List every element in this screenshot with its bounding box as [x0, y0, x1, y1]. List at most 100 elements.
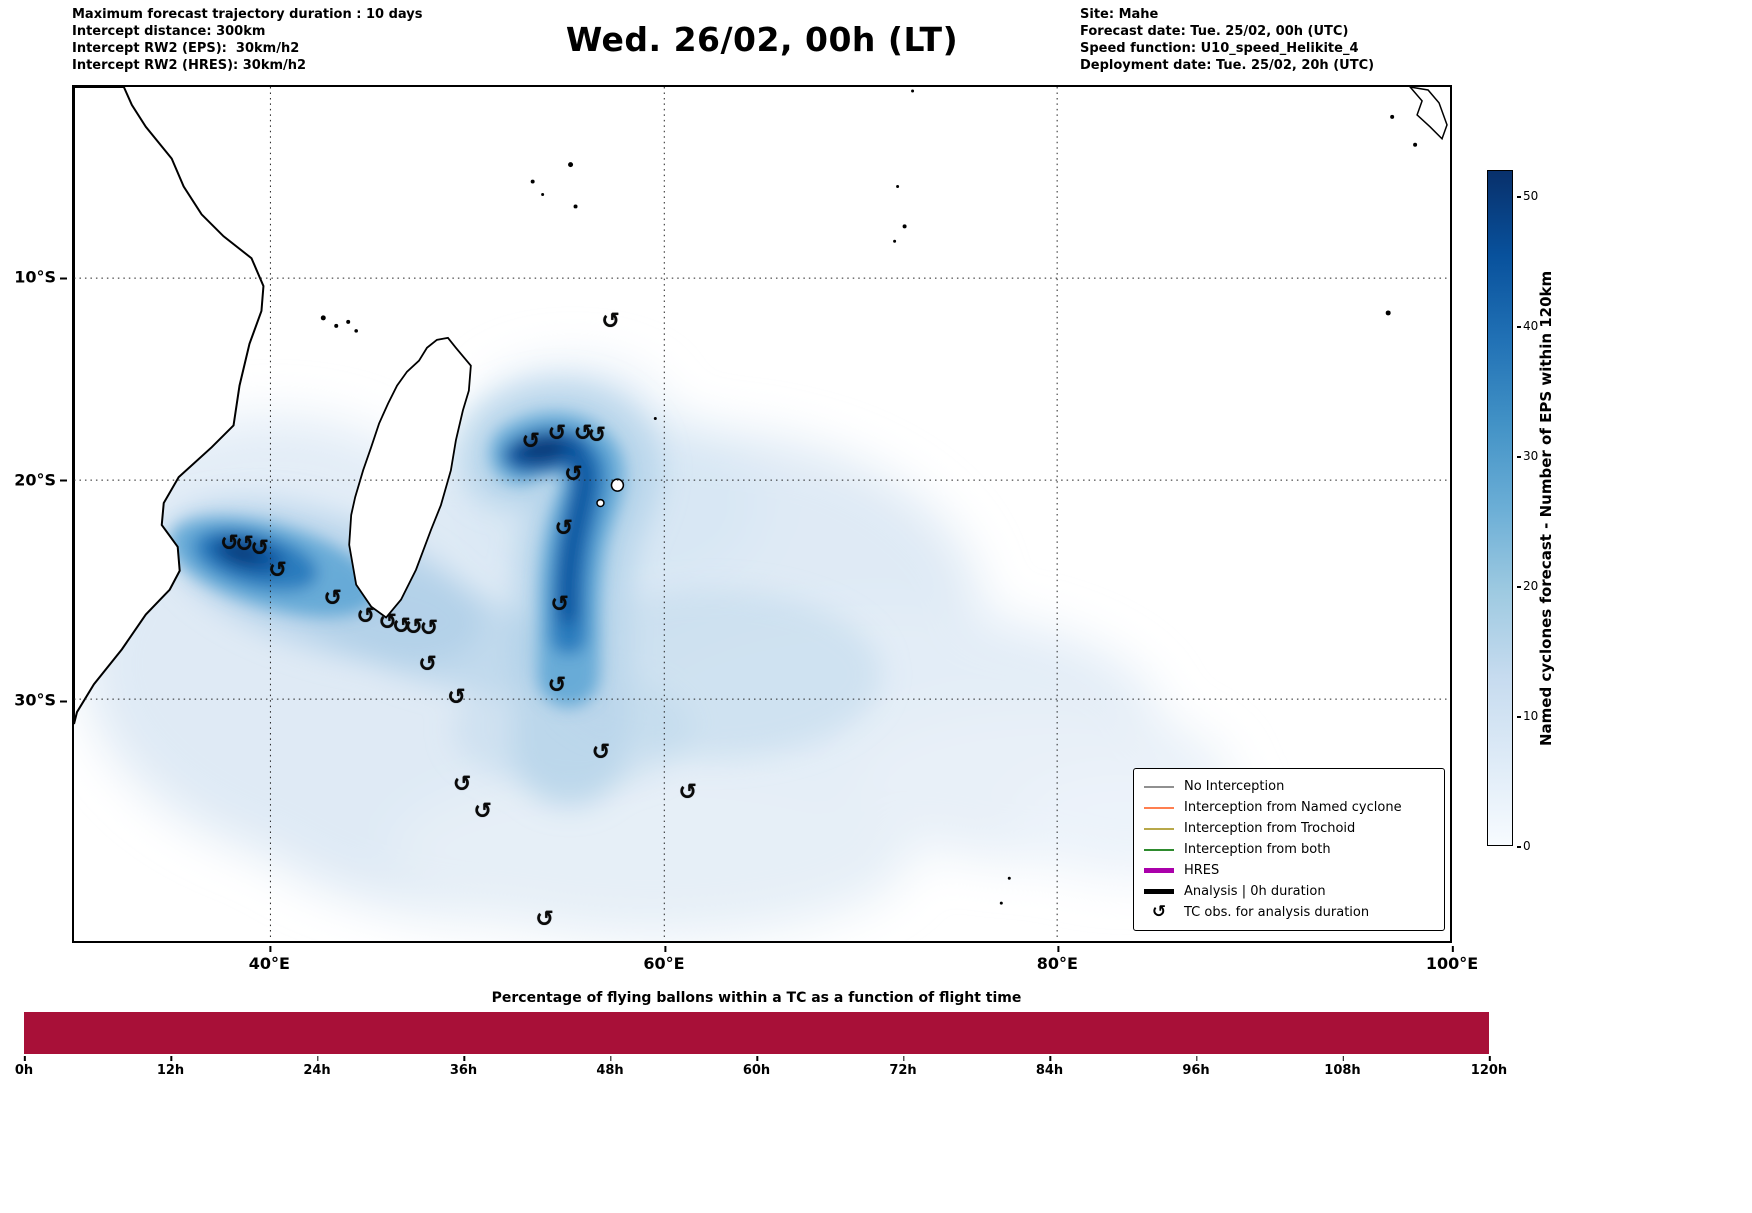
forecast-settings-block: Maximum forecast trajectory duration : 1…: [72, 6, 423, 74]
flight-time-tick: 120h: [1470, 1056, 1508, 1078]
sumatra-tip: [1409, 87, 1448, 141]
colorbar-tick: 50: [1516, 189, 1539, 203]
tc-symbol-icon: ↺: [1151, 902, 1167, 922]
tc-observation-icon: ↺: [235, 532, 254, 558]
gridlines: [74, 87, 1450, 941]
tc-observation-icon: ↺: [521, 429, 541, 455]
site-info-line: Speed function: U10_speed_Helikite_4: [1080, 41, 1359, 56]
legend-label: No Interception: [1184, 779, 1285, 794]
tc-observation-icon: ↺: [447, 685, 466, 711]
lat-tick-label: 20°S: [14, 470, 67, 490]
flight-chart-bar: [24, 1012, 1489, 1054]
flight-time-tick: 96h: [1182, 1056, 1210, 1078]
flight-time-tick: 60h: [742, 1056, 771, 1078]
longitude-axis: 40°E 60°E 80°E 100°E: [72, 946, 1478, 974]
site-info-line: Deployment date: Tue. 25/02, 20h (UTC): [1080, 58, 1375, 73]
madagascar-coastline: [348, 336, 472, 619]
tc-observation-icon: ↺: [473, 798, 492, 824]
legend-row: Analysis | 0h duration: [1144, 881, 1434, 902]
tc-observation-icon: ↺: [392, 613, 411, 639]
legend-line-sample: [1144, 889, 1174, 894]
legend-label: Interception from Named cyclone: [1184, 800, 1402, 815]
map-panel: ↺ ↺ ↺ ↺ ↺ ↺ ↺ ↺ ↺ ↺ ↺ ↺ ↺ ↺ ↺ ↺ ↺ ↺ ↺ ↺ ↺ ↺ ↺ ↺ ↺ ↺ No Intercepti…: [72, 85, 1452, 943]
forecast-setting-line: Intercept distance: 300km: [72, 24, 266, 39]
colorbar-label: Named cyclones forecast - Number of EPS …: [1537, 270, 1555, 746]
flight-chart-title: Percentage of flying ballons within a TC…: [491, 990, 1022, 1006]
legend-rows: No Interception Interception from Named c…: [1144, 776, 1434, 923]
tc-observation-icon: ↺: [404, 615, 424, 641]
tc-observation-icon: ↺: [547, 420, 567, 446]
latitude-axis: 10°S 20°S 30°S: [0, 85, 68, 943]
flight-time-tick: 48h: [596, 1056, 624, 1078]
colorbar: [1487, 170, 1513, 846]
colorbar-tick: 10: [1516, 709, 1539, 723]
legend-label: Interception from Trochoid: [1184, 821, 1356, 836]
lon-tick-label: 80°E: [1036, 946, 1078, 973]
site-info-block: Site: Mahe Forecast date: Tue. 25/02, 00h…: [1080, 6, 1374, 74]
tc-observation-icon: ↺: [587, 423, 607, 449]
tc-observation-icon: ↺: [268, 557, 287, 583]
small-islands: [320, 89, 1418, 905]
tc-observation-icon: ↺: [601, 308, 620, 334]
legend-row: Interception from Named cyclone: [1144, 797, 1434, 818]
legend-line-sample: [1144, 827, 1174, 830]
legend-row: Interception from both: [1144, 839, 1434, 860]
tc-observation-icon: ↺: [678, 780, 697, 806]
lon-tick-label: 100°E: [1425, 946, 1479, 973]
tc-markers-layer: ↺ ↺ ↺ ↺ ↺ ↺ ↺ ↺ ↺ ↺ ↺ ↺ ↺ ↺ ↺ ↺ ↺ ↺ ↺ ↺ ↺ ↺ ↺ ↺ ↺ ↺: [74, 87, 1450, 941]
colorbar-tick: 40: [1516, 319, 1539, 333]
site-info-line: Forecast date: Tue. 25/02, 00h (UTC): [1080, 24, 1349, 39]
forecast-setting-line: Intercept RW2 (EPS): 30km/h2: [72, 41, 300, 56]
flight-time-tick: 24h: [303, 1056, 331, 1078]
legend-label: Analysis | 0h duration: [1184, 884, 1326, 899]
tc-observation-icon: ↺: [323, 586, 342, 612]
tc-observation-icon: ↺: [547, 673, 567, 699]
lon-tick-label: 40°E: [248, 946, 290, 973]
tc-observation-icon: ↺: [356, 604, 375, 630]
colorbar-tick-labels: 0 10 20 30 40 50: [1516, 170, 1552, 853]
island-reunion: [596, 498, 605, 508]
legend-line-sample: [1144, 806, 1174, 809]
colorbar-tick: 20: [1516, 579, 1539, 593]
flight-time-tick: 36h: [449, 1056, 478, 1078]
tc-observation-icon: ↺: [378, 610, 397, 636]
legend-line-sample: [1144, 785, 1174, 788]
flight-chart-track: [24, 1012, 1489, 1054]
legend-label: HRES: [1184, 863, 1220, 878]
tc-observation-icon: ↺: [554, 516, 574, 542]
tc-observation-icon: ↺: [573, 421, 593, 447]
legend-line-sample: [1144, 848, 1174, 851]
site-info-line: Site: Mahe: [1080, 7, 1159, 22]
lat-tick-label: 30°S: [14, 690, 67, 710]
legend-row: ↺ TC obs. for analysis duration: [1144, 902, 1434, 923]
flight-time-tick: 84h: [1035, 1056, 1064, 1078]
figure-title: Wed. 26/02, 00h (LT): [565, 20, 959, 59]
flight-time-tick: 72h: [889, 1056, 917, 1078]
tc-observation-icon: ↺: [419, 616, 439, 642]
legend-row: Interception from Trochoid: [1144, 818, 1434, 839]
forecast-setting-line: Maximum forecast trajectory duration : 1…: [72, 7, 423, 22]
tc-observation-icon: ↺: [535, 906, 554, 932]
coastlines: [74, 87, 1448, 905]
tc-observation-icon: ↺: [418, 651, 437, 677]
lon-tick-label: 60°E: [643, 946, 685, 973]
island-mauritius: [610, 478, 625, 492]
tc-observation-icon: ↺: [550, 592, 569, 618]
density-field-dark: [169, 412, 625, 708]
map-legend: No Interception Interception from Named c…: [1133, 768, 1445, 931]
flight-chart-axis: 0h 12h 24h 36h 48h 60h 72h 84h 96h 108h 120h: [15, 1056, 1507, 1084]
tc-observation-icon: ↺: [564, 461, 583, 487]
tc-observation-icon: ↺: [220, 530, 239, 556]
colorbar-tick: 0: [1517, 839, 1531, 853]
tc-observation-icon: ↺: [452, 771, 472, 797]
legend-label: Interception from both: [1184, 842, 1331, 857]
colorbar-tick: 30: [1516, 449, 1539, 463]
africa-coastline: [74, 87, 265, 725]
lat-tick-label: 10°S: [14, 267, 67, 287]
flight-time-tick: 12h: [156, 1056, 185, 1078]
flight-time-tick: 108h: [1324, 1056, 1361, 1078]
legend-row: HRES: [1144, 860, 1434, 881]
legend-line-sample: [1144, 868, 1174, 873]
legend-row: No Interception: [1144, 776, 1434, 797]
